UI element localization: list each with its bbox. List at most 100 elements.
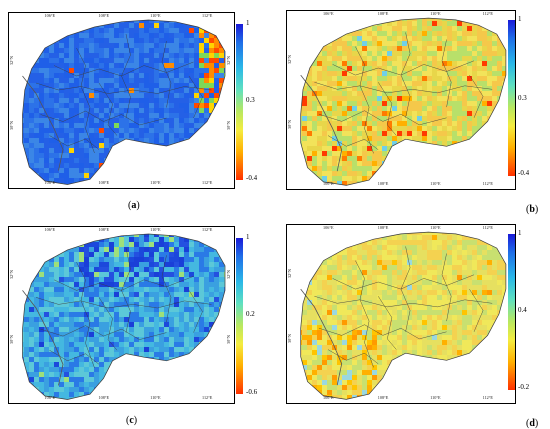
basin-boundary — [314, 81, 493, 94]
basin-boundary — [121, 248, 131, 333]
basin-boundary — [76, 47, 95, 154]
y-tick-right: 32°N — [226, 55, 231, 65]
panel-d: 106°E 106°E 108°E 108°E 110°E 110°E 112°E 112°E… — [275, 214, 550, 429]
map-frame-a: 106°E 106°E 108°E 108°E 110°E 110°E 112°E 112°E… — [8, 12, 235, 189]
colorbar-min-a: -0.4 — [246, 174, 258, 182]
panel-label-d: (d) — [526, 418, 539, 429]
basin-boundary — [377, 296, 397, 350]
y-tick-left: 30°N — [287, 334, 292, 344]
x-tick-bottom: 106°E — [323, 395, 334, 400]
x-tick-bottom: 112°E — [482, 181, 493, 186]
basin-boundary — [355, 46, 374, 154]
x-tick-top: 106°E — [44, 13, 56, 18]
river-line — [22, 75, 64, 171]
map-frame-c: 106°E 106°E 108°E 108°E 110°E 110°E 112°E 112°E… — [8, 226, 235, 404]
y-tick-left: 30°N — [9, 335, 14, 345]
x-tick-top: 106°E — [44, 227, 56, 232]
y-tick-right: 32°N — [226, 270, 231, 279]
x-tick-bottom: 110°E — [150, 395, 161, 400]
x-tick-bottom: 110°E — [430, 181, 441, 186]
basin-boundary — [377, 82, 397, 136]
basin-boundary — [76, 262, 95, 368]
colorbar-max-b: 1 — [518, 15, 522, 23]
x-tick-top: 106°E — [323, 225, 334, 230]
panel-c: 106°E 106°E 108°E 108°E 110°E 110°E 112°E 112°E… — [0, 214, 275, 429]
raster-cells-b — [300, 18, 506, 186]
x-tick-top: 110°E — [430, 225, 441, 230]
x-tick-bottom: 108°E — [377, 395, 389, 400]
x-tick-bottom: 106°E — [44, 395, 56, 400]
x-tick-top: 106°E — [323, 11, 334, 16]
x-tick-top: 112°E — [202, 227, 213, 232]
region-outline — [300, 231, 507, 400]
colorbar-b — [508, 20, 515, 176]
x-tick-bottom: 110°E — [150, 180, 161, 185]
x-tick-top: 108°E — [98, 13, 110, 18]
y-tick-left: 32°N — [287, 268, 292, 278]
x-tick-bottom: 110°E — [430, 395, 441, 400]
colorbar-max-d: 1 — [518, 229, 522, 237]
map-a — [22, 19, 226, 185]
y-tick-left: 32°N — [287, 54, 292, 64]
x-tick-top: 112°E — [202, 13, 213, 18]
y-tick-right: 30°N — [226, 120, 231, 130]
basin-boundary — [49, 349, 100, 365]
x-tick-top: 108°E — [377, 11, 389, 16]
x-tick-bottom: 108°E — [98, 395, 110, 400]
basin-boundary — [49, 135, 100, 150]
region-outline — [22, 233, 226, 400]
x-tick-top: 110°E — [150, 227, 161, 232]
y-tick-left: 32°N — [9, 270, 14, 279]
x-tick-bottom: 112°E — [482, 395, 493, 400]
map-d — [300, 231, 507, 400]
panel-label-b: (b) — [526, 204, 539, 215]
basin-boundary — [441, 39, 452, 108]
colorbar-mid-a: 0.3 — [246, 96, 255, 104]
panel-a: 106°E 106°E 108°E 108°E 110°E 110°E 112°E 112°E… — [0, 0, 275, 214]
basin-boundary — [400, 246, 411, 332]
basin-boundary — [318, 324, 447, 340]
river-line — [300, 74, 343, 172]
map-c — [22, 233, 226, 400]
basin-boundary — [161, 255, 172, 323]
y-tick-left: 30°N — [287, 120, 292, 130]
colorbar-d — [508, 234, 515, 390]
basin-boundary — [400, 32, 411, 118]
raster-cells-a — [22, 20, 225, 185]
basin-boundary — [35, 297, 212, 309]
region-outline — [300, 17, 507, 186]
panel-label-a: (a) — [128, 200, 140, 211]
basin-boundary — [121, 33, 131, 119]
colorbar-mid-c: 0.2 — [246, 310, 255, 318]
x-tick-top: 108°E — [98, 227, 110, 232]
x-tick-top: 112°E — [482, 11, 493, 16]
y-tick-left: 32°N — [9, 55, 14, 65]
map-frame-d: 106°E 106°E 108°E 108°E 110°E 110°E 112°E 112°E… — [286, 224, 516, 404]
colorbar-mid-d: 0.4 — [518, 306, 527, 314]
x-tick-bottom: 108°E — [98, 180, 110, 185]
basin-boundary — [327, 349, 379, 364]
colorbar-max-c: 1 — [246, 233, 250, 241]
x-tick-bottom: 112°E — [202, 395, 213, 400]
map-frame-b: 106°E 106°E 108°E 108°E 110°E 110°E 112°E 112°E… — [286, 10, 516, 190]
x-tick-top: 110°E — [150, 13, 161, 18]
y-tick-left: 30°N — [9, 120, 14, 130]
colorbar-a — [236, 24, 243, 180]
basin-boundary — [188, 290, 203, 333]
x-tick-bottom: 108°E — [377, 181, 389, 186]
basin-boundary — [355, 260, 374, 368]
colorbar-max-a: 1 — [246, 19, 250, 27]
basin-boundary — [469, 74, 484, 118]
panel-b: 106°E 106°E 108°E 108°E 110°E 110°E 112°E 112°E… — [275, 0, 550, 215]
colorbar-min-b: -0.4 — [518, 169, 530, 177]
colorbar-mid-b: 0.3 — [518, 94, 527, 102]
basin-boundary — [327, 135, 379, 150]
basin-boundary — [40, 110, 167, 126]
basin-boundary — [318, 110, 447, 126]
basin-boundary — [469, 288, 484, 332]
basin-boundary — [441, 253, 452, 322]
panel-label-c: (c) — [126, 415, 138, 426]
basin-boundary — [40, 325, 167, 340]
y-tick-right: 30°N — [226, 335, 231, 345]
x-tick-top: 108°E — [377, 225, 389, 230]
